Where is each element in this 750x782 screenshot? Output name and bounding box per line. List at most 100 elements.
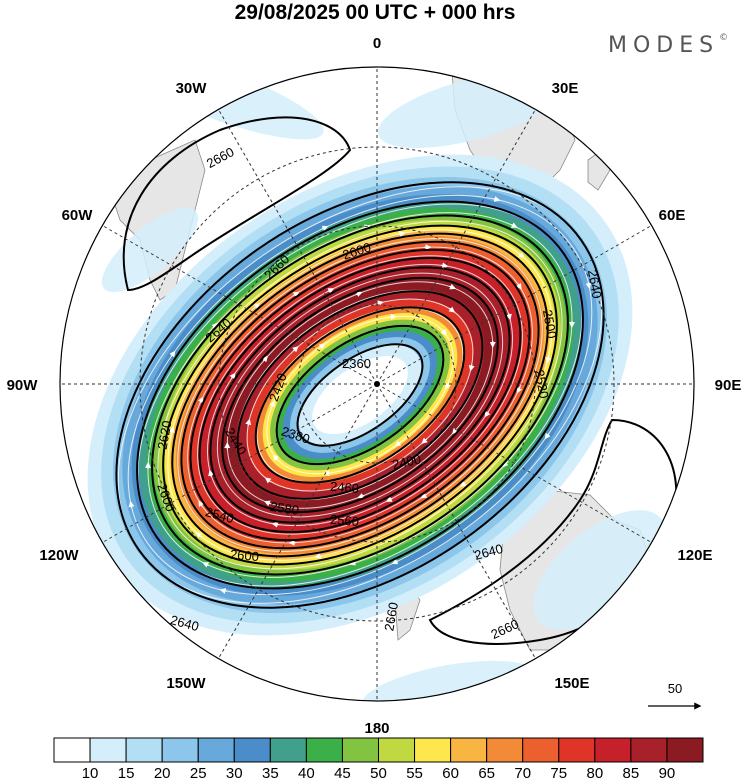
colorbar-swatch <box>161 737 199 763</box>
stream-arrow <box>269 400 275 408</box>
lon-label-120w: 120W <box>39 547 79 564</box>
meridian-line <box>376 225 652 385</box>
height-contour <box>136 200 584 590</box>
colorbar-swatch <box>666 737 704 763</box>
stream-arrow <box>195 531 203 539</box>
stream-arrow <box>197 396 204 404</box>
colorbar-tick-label: 75 <box>550 765 567 782</box>
wind-speed-patch <box>101 207 199 293</box>
stream-arrow <box>376 300 384 307</box>
height-contour <box>115 181 605 609</box>
contour-label-2580: 2580 <box>269 499 300 518</box>
stream-arrow <box>273 454 280 461</box>
height-contour <box>189 248 531 542</box>
stream-arrow <box>516 386 523 394</box>
stream-arrow <box>385 496 393 502</box>
map-title: 29/08/2025 00 UTC + 000 hrs <box>234 1 516 24</box>
contour-label-2660-s: 2660 <box>381 601 401 632</box>
streamline <box>256 307 464 483</box>
wind-speed-patch <box>361 660 539 701</box>
colorbar-tick-label: 65 <box>478 765 495 782</box>
colorbar-tick-label: 55 <box>406 765 423 782</box>
stream-arrow <box>349 559 357 566</box>
stream-arrow <box>314 553 322 559</box>
streamline <box>177 238 543 552</box>
streamline <box>147 212 573 578</box>
stream-arrow <box>211 322 218 330</box>
stream-arrow <box>318 343 326 350</box>
colorbar-swatch <box>197 737 235 763</box>
wind-speed-patch <box>533 510 667 630</box>
colorbar-swatch <box>125 737 163 763</box>
stream-arrow <box>468 364 475 372</box>
stream-arrow <box>271 521 279 528</box>
stream-arrow <box>510 222 518 228</box>
stream-arrow <box>585 281 592 290</box>
stream-arrow <box>128 500 135 509</box>
stream-arrow <box>219 588 227 594</box>
streamline <box>246 298 474 492</box>
stream-arrow <box>355 291 363 297</box>
map-content <box>87 67 678 701</box>
lon-label-150w: 150W <box>166 675 206 692</box>
colorbar-tick-label: 20 <box>154 765 171 782</box>
meridian-line <box>218 109 378 385</box>
stream-arrow <box>169 350 176 358</box>
stream-arrow <box>449 283 456 290</box>
contour-label-2600-s: 2600 <box>229 547 259 564</box>
stream-arrow <box>515 283 522 290</box>
stream-arrow <box>168 426 175 434</box>
colorbar-swatch <box>269 737 307 763</box>
contour-label-2460: 2460 <box>329 479 359 496</box>
colorbar-tick-label: 40 <box>298 765 315 782</box>
lon-label-150e: 150E <box>554 675 589 692</box>
streamline <box>127 194 593 596</box>
height-contour <box>221 276 499 514</box>
lon-label-120e: 120E <box>677 547 712 564</box>
stream-arrow <box>448 306 456 313</box>
reference-vector-label: 50 <box>668 681 682 696</box>
colorbar-swatch <box>594 737 632 763</box>
stream-arrow <box>398 231 406 237</box>
lon-label-60e: 60E <box>659 207 686 224</box>
meridian-line <box>376 109 536 385</box>
stream-arrow <box>544 432 551 440</box>
height-contour <box>209 266 511 524</box>
colorbar-tick-label: 80 <box>586 765 603 782</box>
stream-arrow <box>253 302 260 310</box>
meridian-line <box>218 383 378 659</box>
colorbar-swatch <box>486 737 524 763</box>
colorbar-swatch <box>378 737 416 763</box>
lon-label-0: 0 <box>373 35 381 52</box>
contour-2660-nw <box>122 116 352 292</box>
contour-label-2540: 2540 <box>204 504 236 526</box>
colorbar-tick-label: 90 <box>659 765 676 782</box>
stream-arrow <box>545 356 552 364</box>
graticule <box>60 67 694 701</box>
streamline <box>226 281 494 509</box>
height-contour <box>254 306 466 484</box>
brand-name: MODES <box>608 33 720 58</box>
pole-marker <box>374 381 380 387</box>
colorbar-swatch <box>450 737 488 763</box>
height-contour <box>151 214 569 576</box>
contour-label-2500-e: 2500 <box>540 309 560 340</box>
colorbar-tick-label: 70 <box>514 765 531 782</box>
lon-label-90w: 90W <box>7 377 39 394</box>
streamline <box>167 229 553 561</box>
colorbar-swatch <box>233 737 271 763</box>
stream-arrow <box>440 329 447 336</box>
contour-label-2520-e: 2520 <box>532 369 552 400</box>
lon-label-30e: 30E <box>552 80 579 97</box>
map-border <box>59 66 695 702</box>
colorbar: 10 15 20 25 30 35 40 45 50 55 60 65 70 75 80 85 90 <box>53 737 704 782</box>
stream-arrow <box>264 500 271 507</box>
stream-arrow <box>484 410 491 418</box>
stream-arrow <box>292 291 300 298</box>
contour-labels: 2660 2660 2640 2600 2640 2500 2520 2360 … <box>154 144 604 642</box>
stream-arrow <box>336 483 344 490</box>
stream-arrow <box>245 418 252 426</box>
stream-arrow <box>441 262 449 269</box>
meridian-line <box>376 383 652 543</box>
